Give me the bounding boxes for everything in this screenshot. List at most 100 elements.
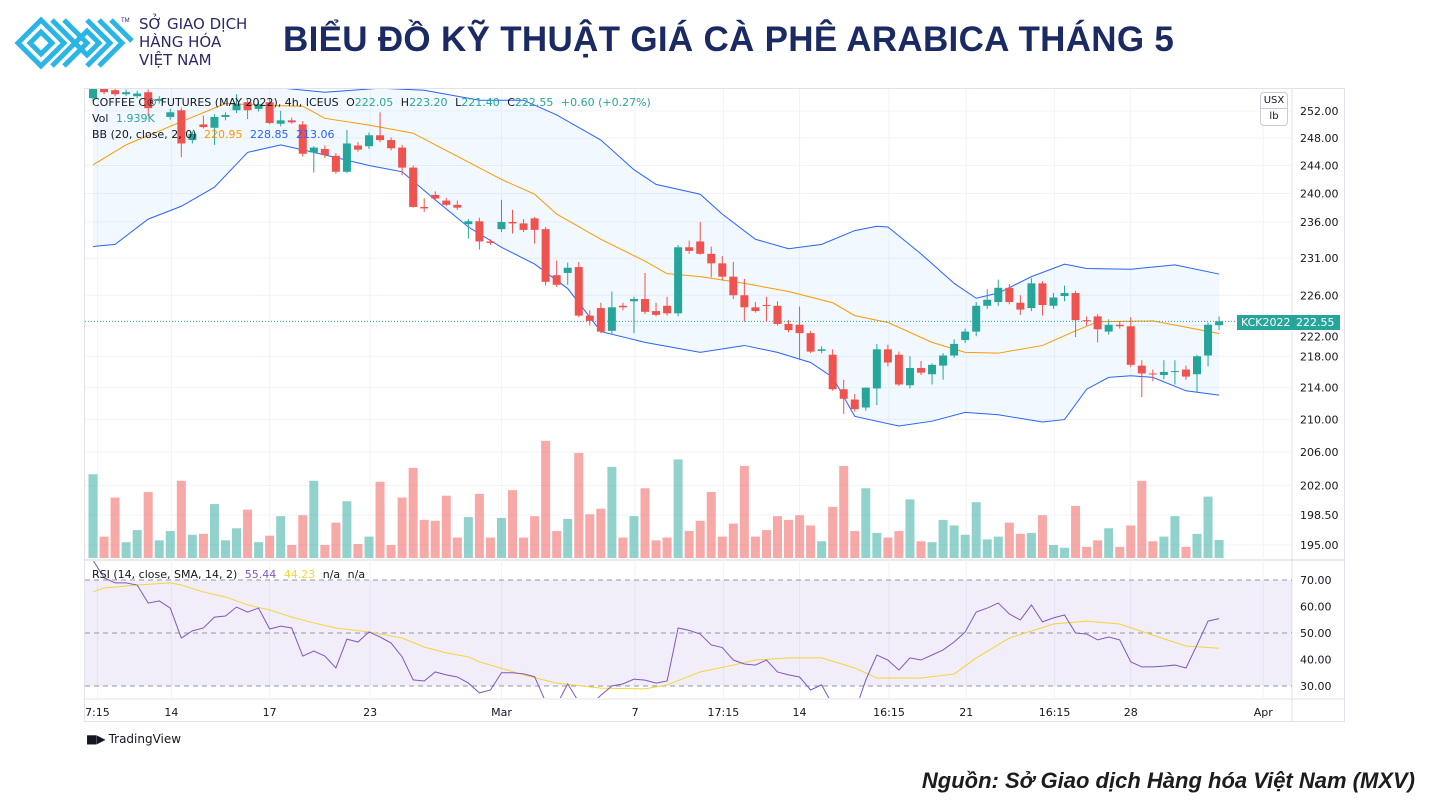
candle-body xyxy=(574,267,583,316)
candle-body xyxy=(1170,371,1179,373)
candle-body xyxy=(475,221,484,242)
volume-bar xyxy=(342,501,352,558)
time-tick-label: 7:15 xyxy=(85,706,110,719)
candle-body xyxy=(232,103,241,111)
candle-body xyxy=(353,145,362,150)
volume-bar xyxy=(463,517,473,558)
volume-bar xyxy=(1048,544,1058,558)
candle-body xyxy=(850,399,859,410)
bb-fill xyxy=(93,89,1220,427)
candle-body xyxy=(497,221,506,230)
rsi-label: RSI (14, close, SMA, 14, 2) xyxy=(92,568,238,581)
candle-body xyxy=(409,167,418,207)
candle-body xyxy=(894,354,903,385)
candle-body xyxy=(905,367,914,386)
bb-basis-value: 220.95 xyxy=(203,128,243,141)
candle-body xyxy=(530,218,539,230)
candle-body xyxy=(685,247,694,251)
candle-body xyxy=(663,305,672,314)
unit-top: USX xyxy=(1263,95,1285,106)
candle-body xyxy=(1159,371,1168,376)
volume-bar xyxy=(795,515,805,558)
volume-bar xyxy=(276,516,286,558)
candle-body xyxy=(707,253,716,264)
volume-bar xyxy=(629,516,639,558)
volume-bar xyxy=(750,536,760,558)
price-tick-label: 222.00 xyxy=(1300,330,1339,343)
candle-body xyxy=(155,98,164,101)
candle-body xyxy=(1049,297,1058,306)
volume-bar xyxy=(684,531,694,558)
candle-body xyxy=(994,287,1003,303)
volume-bar xyxy=(1015,533,1025,558)
time-tick-label: 28 xyxy=(1124,706,1138,719)
time-tick-label: 17 xyxy=(263,706,277,719)
volume-bar xyxy=(1004,522,1014,558)
page-title: BIỂU ĐỒ KỸ THUẬT GIÁ CÀ PHÊ ARABICA THÁN… xyxy=(283,20,1175,59)
candle-body xyxy=(1093,316,1102,330)
volume-bar xyxy=(441,495,451,558)
candle-body xyxy=(652,311,661,315)
volume-bar xyxy=(662,537,672,558)
price-unit-button[interactable]: USX lb xyxy=(1260,92,1288,126)
time-tick-label: 17:15 xyxy=(708,706,740,719)
volume-bar xyxy=(894,531,904,558)
candle-body xyxy=(298,124,307,154)
volume-bar xyxy=(419,519,429,558)
volume-bar xyxy=(949,525,959,558)
high-value: 223.20 xyxy=(409,96,448,109)
bb-legend: BB (20, close, 2, 0) 220.95 228.85 213.0… xyxy=(92,128,338,141)
ohlc-legend: COFFEE C® FUTURES (MAY 2022), 4h, ICEUS … xyxy=(92,96,655,109)
candle-body xyxy=(1016,302,1025,310)
candle-body xyxy=(133,93,142,97)
tradingview-logo-icon: ■▶ xyxy=(86,732,106,746)
volume-bar xyxy=(1192,533,1202,558)
volume-bar xyxy=(132,530,142,558)
candle-body xyxy=(453,204,462,208)
candle-body xyxy=(939,355,948,366)
volume-bar xyxy=(353,544,363,558)
high-label: H xyxy=(400,96,410,109)
tradingview-brand: ■▶ TradingView xyxy=(86,732,181,746)
volume-bar xyxy=(640,488,650,558)
volume-bar xyxy=(331,522,341,558)
volume-bar xyxy=(474,493,484,558)
volume-bar xyxy=(375,481,385,558)
rsi-tick-label: 50.00 xyxy=(1300,627,1332,640)
volume-bar xyxy=(706,491,716,558)
candle-body xyxy=(1148,373,1157,375)
candle-body xyxy=(1071,293,1080,321)
volume-bar xyxy=(872,532,882,558)
price-tick-label: 231.00 xyxy=(1300,252,1339,265)
candle-body xyxy=(563,267,572,273)
rsi-value: 55.44 xyxy=(244,568,277,581)
candle-body xyxy=(89,89,97,99)
volume-value: 1.939K xyxy=(115,112,155,125)
symbol-price-tag: KCK2022 xyxy=(1237,315,1295,330)
chart-frame xyxy=(84,88,1345,722)
volume-bar xyxy=(243,509,253,558)
candle-body xyxy=(740,295,749,308)
volume-bar xyxy=(1026,532,1036,558)
rsi-pane xyxy=(85,561,1292,698)
volume-bar xyxy=(541,440,551,558)
candle-body xyxy=(1060,293,1069,297)
candle-body xyxy=(1181,369,1190,377)
volume-bar xyxy=(574,452,584,558)
volume-bar xyxy=(1203,496,1213,558)
volume-bar xyxy=(1126,525,1136,558)
candle-body xyxy=(254,104,263,109)
candle-body xyxy=(1204,324,1213,356)
price-tick-label: 218.00 xyxy=(1300,350,1339,363)
volume-bar xyxy=(552,531,562,558)
volume-bar xyxy=(673,459,683,558)
logo-line-1: SỞ GIAO DỊCH xyxy=(139,15,248,33)
logo-text: SỞ GIAO DỊCH HÀNG HÓA VIỆT NAM xyxy=(139,15,247,69)
low-label: L xyxy=(455,96,462,109)
volume-bar xyxy=(651,540,661,558)
volume-bar xyxy=(209,504,219,558)
candle-body xyxy=(1005,287,1014,303)
volume-bar xyxy=(408,467,418,558)
candle-body xyxy=(111,90,120,95)
